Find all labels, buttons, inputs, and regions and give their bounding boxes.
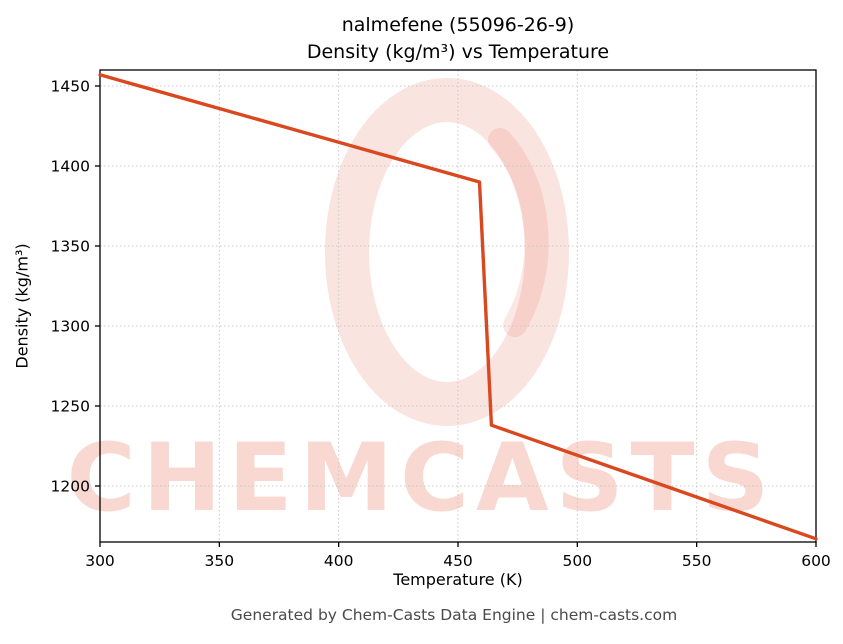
x-tick-label: 550: [682, 552, 712, 570]
y-tick-label: 1450: [51, 78, 90, 96]
data-line-density: [98, 73, 818, 541]
plot-frame: [99, 69, 817, 543]
y-tick-label: 1350: [51, 238, 90, 256]
x-tick-label: 500: [563, 552, 593, 570]
x-tick-label: 400: [324, 552, 354, 570]
chart-title: nalmefene (55096-26-9) Density (kg/m³) v…: [100, 12, 816, 66]
x-tick-label: 300: [85, 552, 115, 570]
y-tick-label: 1400: [51, 158, 90, 176]
x-tick-label: 450: [443, 552, 473, 570]
y-tick-label: 1200: [51, 478, 90, 496]
chart-title-line1: nalmefene (55096-26-9): [341, 14, 575, 36]
x-axis-label: Temperature (K): [393, 570, 523, 589]
y-tick-label: 1250: [51, 398, 90, 416]
chart-title-line2: Density (kg/m³) vs Temperature: [306, 40, 610, 63]
attribution-footer: Generated by Chem-Casts Data Engine | ch…: [230, 606, 678, 624]
y-axis-label: Density (kg/m³): [12, 243, 32, 369]
x-tick-label: 350: [205, 552, 235, 570]
y-tick-label: 1300: [51, 318, 90, 336]
x-tick-label: 600: [801, 552, 831, 570]
